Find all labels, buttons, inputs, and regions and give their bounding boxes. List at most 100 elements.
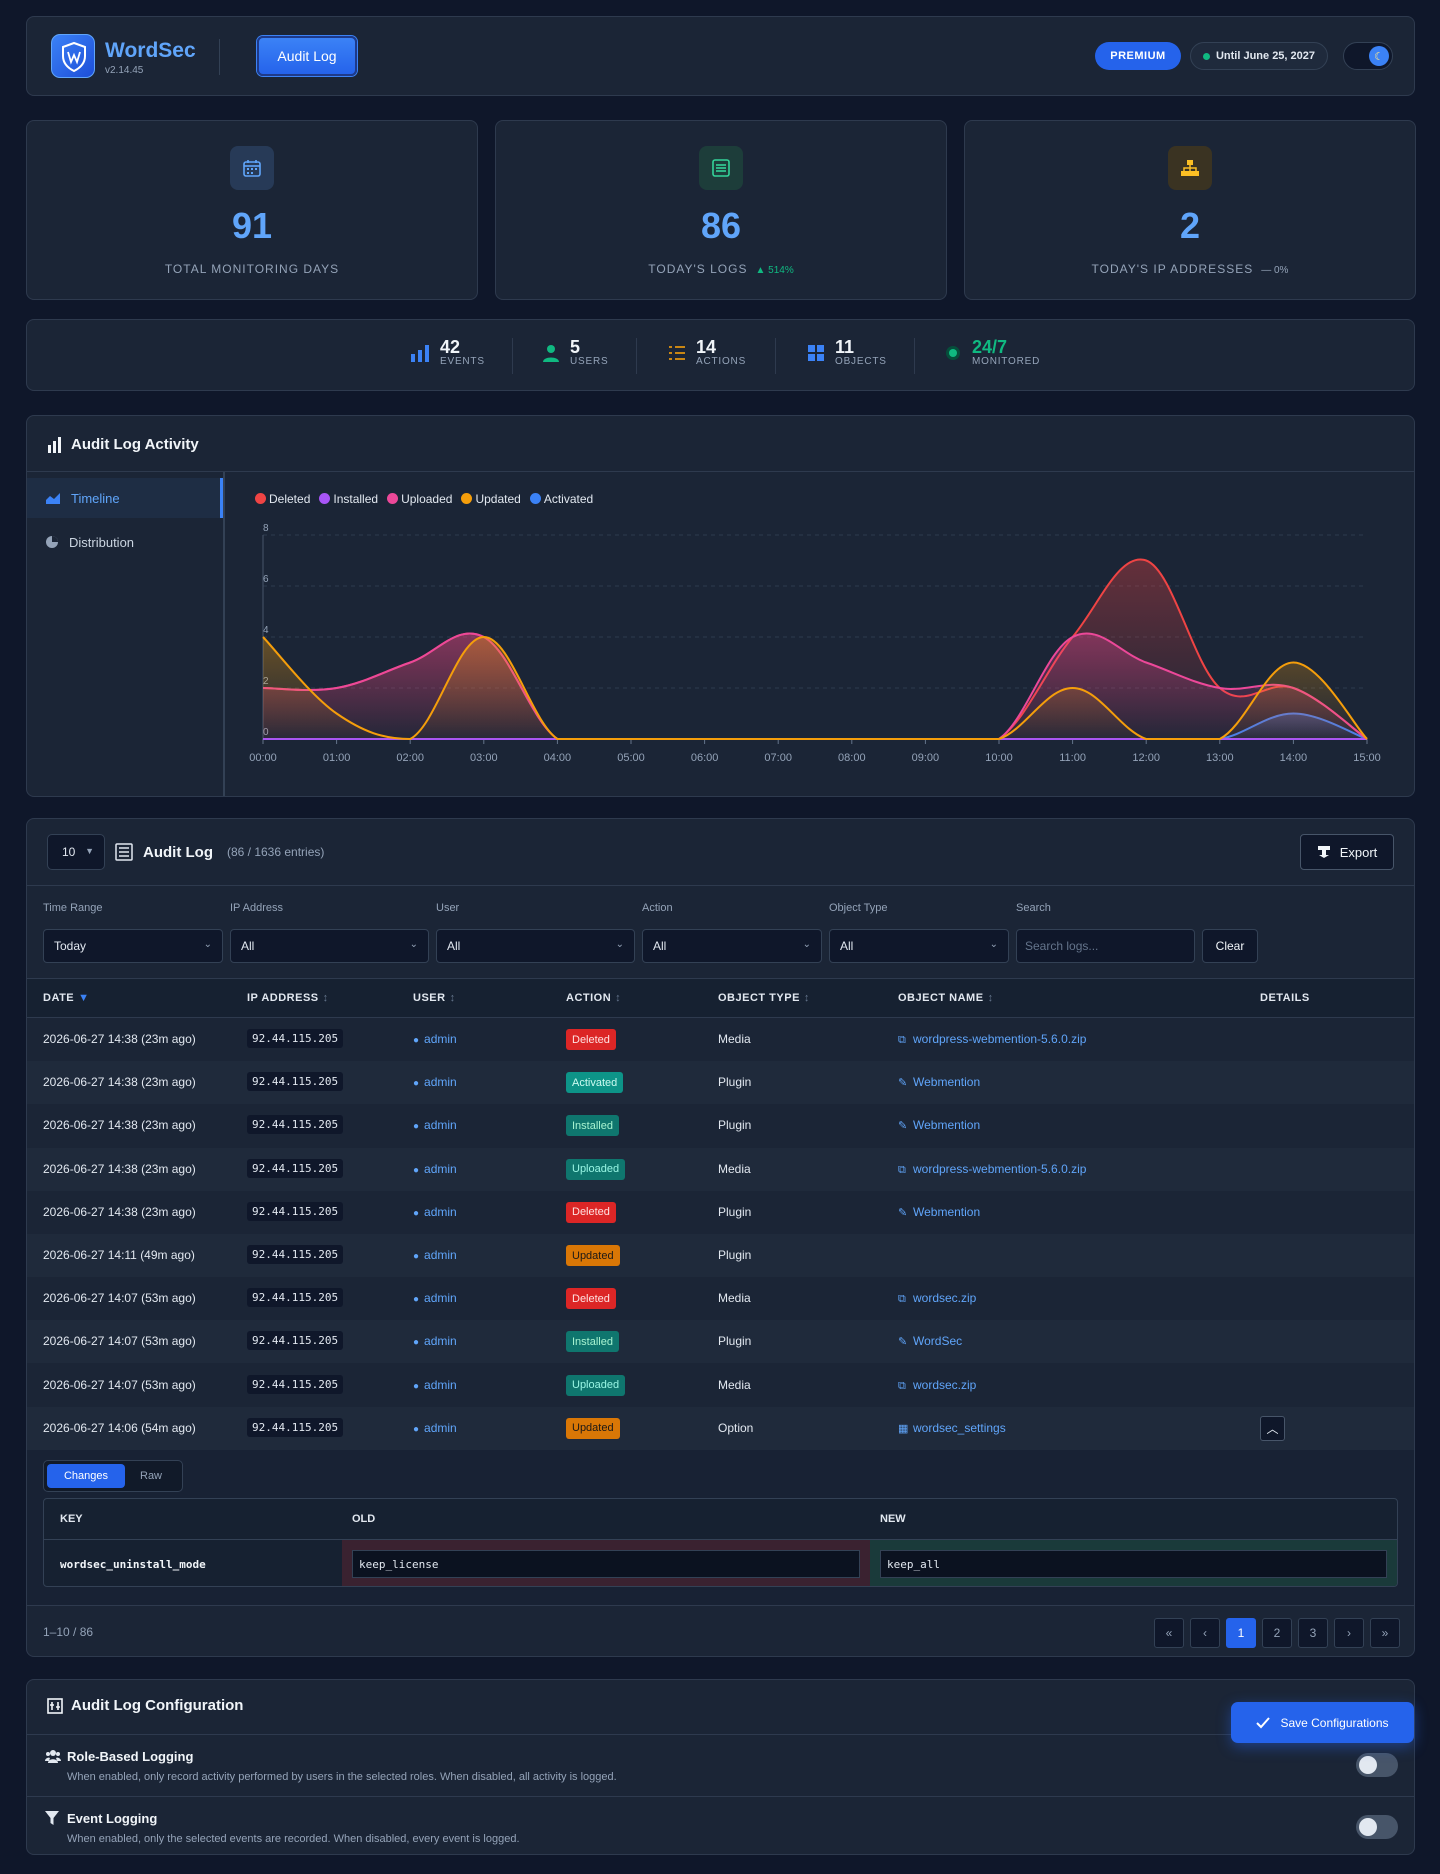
- cell-user[interactable]: ● admin: [413, 1032, 457, 1046]
- activity-tabs: Timeline Distribution: [27, 472, 225, 796]
- page-button[interactable]: 1: [1226, 1618, 1256, 1648]
- area-chart-icon: [46, 493, 60, 504]
- license-status: Until June 25, 2027: [1190, 42, 1328, 70]
- cell-object-name[interactable]: ✎ Webmention: [898, 1118, 981, 1133]
- tab-timeline[interactable]: Timeline: [27, 478, 223, 518]
- table-row[interactable]: 2026-06-27 14:07 (53m ago) 92.44.115.205 ●…: [27, 1320, 1414, 1364]
- tab-distribution[interactable]: Distribution: [27, 522, 223, 562]
- cell-object-name[interactable]: ▦ wordsec_settings: [898, 1420, 1006, 1435]
- app-header: WordSec v2.14.45 Audit Log PREMIUM Until…: [26, 16, 1415, 96]
- stat-value: 91: [231, 205, 273, 246]
- page-button[interactable]: «: [1154, 1618, 1184, 1648]
- calendar-icon: [230, 146, 274, 190]
- cell-object-name[interactable]: ⧉ wordsec.zip: [898, 1377, 977, 1392]
- table-row[interactable]: 2026-06-27 14:38 (23m ago) 92.44.115.205 ●…: [27, 1104, 1414, 1147]
- col-details: DETAILS: [1260, 992, 1310, 1004]
- legend-item-activated[interactable]: Activated: [529, 492, 593, 506]
- filter-label-object-type: Object Type: [829, 902, 888, 914]
- user-select[interactable]: All ⌄: [436, 929, 635, 963]
- cell-user[interactable]: ● admin: [413, 1334, 457, 1349]
- cell-user[interactable]: ● admin: [413, 1118, 457, 1133]
- sort-desc-icon: ▼: [78, 992, 90, 1004]
- page-button[interactable]: ›: [1334, 1618, 1364, 1648]
- legend-item-uploaded[interactable]: Uploaded: [387, 492, 452, 506]
- action-select[interactable]: All ⌄: [642, 929, 822, 963]
- user-icon: ●: [413, 1078, 420, 1090]
- table-row[interactable]: 2026-06-27 14:11 (49m ago) 92.44.115.205 ●…: [27, 1234, 1414, 1277]
- audit-log-nav-button[interactable]: Audit Log: [257, 36, 357, 76]
- cell-object-name[interactable]: ⧉ wordpress-webmention-5.6.0.zip: [898, 1161, 1087, 1176]
- chevron-down-icon: ▼: [85, 846, 94, 856]
- per-page-select[interactable]: 10 ▼: [47, 834, 105, 870]
- license-until-text: Until June 25, 2027: [1215, 50, 1316, 62]
- event-logging-toggle[interactable]: [1356, 1815, 1398, 1839]
- cell-object-type: Plugin: [718, 1248, 752, 1262]
- page-button[interactable]: ‹: [1190, 1618, 1220, 1648]
- legend-item-installed[interactable]: Installed: [319, 492, 378, 506]
- legend-item-deleted[interactable]: Deleted: [255, 492, 310, 506]
- col-object-name[interactable]: OBJECT NAME ↕: [898, 992, 994, 1004]
- option-icon: ▦: [898, 1422, 909, 1435]
- cell-date: 2026-06-27 14:38 (23m ago): [43, 1032, 196, 1046]
- x-tick-label: 01:00: [323, 752, 351, 764]
- cell-object-name[interactable]: ✎ WordSec: [898, 1334, 963, 1349]
- user-icon: ●: [413, 1423, 420, 1435]
- time-range-select[interactable]: Today ⌄: [43, 929, 223, 963]
- x-tick-label: 02:00: [396, 752, 424, 764]
- col-ip-address[interactable]: IP ADDRESS ↕: [247, 992, 329, 1004]
- table-row[interactable]: 2026-06-27 14:38 (23m ago) 92.44.115.205 ●…: [27, 1018, 1414, 1061]
- col-user[interactable]: USER ↕: [413, 992, 456, 1004]
- object-type-select[interactable]: All ⌄: [829, 929, 1009, 963]
- clear-button[interactable]: Clear: [1202, 929, 1258, 963]
- legend-item-updated[interactable]: Updated: [461, 492, 521, 506]
- col-action[interactable]: ACTION ↕: [566, 992, 622, 1004]
- media-icon: ⧉: [898, 1163, 906, 1176]
- export-button[interactable]: Export: [1300, 834, 1394, 870]
- col-object-type[interactable]: OBJECT TYPE ↕: [718, 992, 810, 1004]
- table-row[interactable]: 2026-06-27 14:07 (53m ago) 92.44.115.205 ●…: [27, 1277, 1414, 1320]
- cell-ip-address: 92.44.115.205: [247, 1201, 344, 1221]
- series-area-updated: [263, 637, 1367, 739]
- cell-user[interactable]: ● admin: [413, 1377, 457, 1392]
- role-based-logging-toggle[interactable]: [1356, 1753, 1398, 1777]
- table-row[interactable]: 2026-06-27 14:38 (23m ago) 92.44.115.205 ●…: [27, 1147, 1414, 1191]
- table-row[interactable]: 2026-06-27 14:38 (23m ago) 92.44.115.205 ●…: [27, 1061, 1414, 1105]
- cell-object-name[interactable]: ✎ Webmention: [898, 1204, 981, 1219]
- tab-raw[interactable]: Raw: [140, 1470, 163, 1482]
- summary-divider: [914, 338, 915, 374]
- cell-user[interactable]: ● admin: [413, 1075, 457, 1090]
- tab-changes[interactable]: Changes: [47, 1464, 125, 1488]
- cell-user[interactable]: ● admin: [413, 1204, 457, 1219]
- page-button[interactable]: 3: [1298, 1618, 1328, 1648]
- cell-object-type: Plugin: [718, 1334, 752, 1349]
- filter-label-time-range: Time Range: [43, 902, 103, 914]
- cell-ip-address: 92.44.115.205: [247, 1245, 344, 1264]
- cell-object-type: Option: [718, 1420, 754, 1435]
- table-row[interactable]: 2026-06-27 14:07 (53m ago) 92.44.115.205 ●…: [27, 1364, 1414, 1407]
- save-configurations-button[interactable]: Save Configurations: [1231, 1702, 1414, 1743]
- timeline-chart: Deleted Installed Uploaded Updated Activated…: [227, 472, 1414, 796]
- page-button[interactable]: 2: [1262, 1618, 1292, 1648]
- cell-user[interactable]: ● admin: [413, 1248, 457, 1262]
- table-row[interactable]: 2026-06-27 14:38 (23m ago) 92.44.115.205 ●…: [27, 1191, 1414, 1234]
- ip-address-select[interactable]: All ⌄: [230, 929, 429, 963]
- col-date[interactable]: DATE ▼: [43, 992, 90, 1004]
- plugin-icon: ✎: [898, 1077, 908, 1090]
- theme-toggle[interactable]: ☾: [1343, 42, 1393, 70]
- cell-object-name[interactable]: ✎ Webmention: [898, 1075, 981, 1090]
- search-input[interactable]: [1016, 929, 1195, 963]
- trend-up-badge: ▲ 514%: [755, 265, 794, 276]
- page-button[interactable]: »: [1370, 1618, 1400, 1648]
- x-tick-label: 00:00: [249, 752, 277, 764]
- cell-object-name[interactable]: ⧉ wordsec.zip: [898, 1291, 977, 1306]
- divider: [27, 885, 1414, 886]
- collapse-details-button[interactable]: ︿: [1260, 1415, 1285, 1441]
- filter-label-user: User: [436, 902, 460, 914]
- stat-label: TOTAL MONITORING DAYS: [164, 262, 340, 276]
- cell-user[interactable]: ● admin: [413, 1291, 457, 1306]
- cell-date: 2026-06-27 14:11 (49m ago): [43, 1248, 195, 1262]
- cell-user[interactable]: ● admin: [413, 1420, 457, 1435]
- table-row[interactable]: 2026-06-27 14:06 (54m ago) 92.44.115.205 ●…: [27, 1406, 1414, 1450]
- cell-user[interactable]: ● admin: [413, 1161, 457, 1176]
- cell-object-name[interactable]: ⧉ wordpress-webmention-5.6.0.zip: [898, 1032, 1087, 1046]
